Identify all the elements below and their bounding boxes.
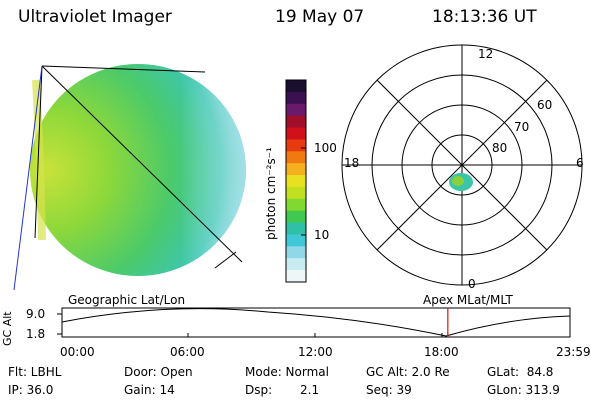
- colorbar-band: [286, 103, 306, 117]
- polar-plot: [341, 44, 583, 286]
- mlt-label-6: 6: [576, 156, 584, 170]
- colorbar-tick-10: 10: [314, 228, 330, 242]
- instrument-title: Ultraviolet Imager: [18, 7, 172, 27]
- dsp-value: 2.1: [300, 383, 320, 397]
- timeline-x-tick-1800: 18:00: [424, 345, 459, 359]
- timeline-y-title: GC Alt: [1, 311, 14, 346]
- door-status: Door: Open: [124, 365, 193, 379]
- lat-label-70: 70: [514, 120, 530, 134]
- timeline-x-tick-0600: 06:00: [170, 345, 205, 359]
- colorbar-band: [286, 246, 306, 259]
- filter-value: Flt: LBHL: [8, 365, 62, 379]
- timeline-y-tick-1-8: 1.8: [26, 327, 46, 341]
- colorbar-band: [286, 115, 306, 129]
- gc-alt-value: GC Alt: 2.0 Re: [366, 365, 450, 379]
- colorbar: [286, 80, 306, 283]
- colorbar-band: [286, 198, 306, 212]
- mlt-label-12: 12: [478, 47, 494, 61]
- colorbar-band: [286, 234, 306, 247]
- glat-value: GLat: 84.8: [487, 365, 554, 379]
- colorbar-band: [286, 186, 306, 200]
- glon-value: GLon: 313.9: [487, 383, 560, 397]
- seq-value: Seq: 39: [366, 383, 412, 397]
- colorbar-band: [286, 163, 306, 176]
- date-label: 19 May 07: [275, 7, 365, 27]
- colorbar-band: [286, 222, 306, 235]
- colorbar-band: [286, 80, 306, 93]
- colorbar-band: [286, 210, 306, 224]
- gain-value: Gain: 14: [124, 383, 175, 397]
- lat-label-60: 60: [537, 98, 553, 112]
- mlt-label-0: 0: [468, 277, 476, 291]
- colorbar-band: [286, 270, 306, 283]
- colorbar-unit-label: photon cm⁻²s⁻¹: [264, 147, 278, 240]
- timeline-x-tick-2359: 23:59: [556, 345, 591, 359]
- timeline-right-caption: Apex MLat/MLT: [423, 293, 513, 307]
- mlt-label-18: 18: [344, 156, 360, 170]
- colorbar-band: [286, 91, 306, 105]
- timeline-left-caption: Geographic Lat/Lon: [68, 293, 186, 307]
- lat-label-80: 80: [492, 141, 508, 155]
- earth-image: [30, 64, 246, 276]
- time-label: 18:13:36 UT: [432, 7, 537, 27]
- mode-value: Mode: Normal: [245, 365, 329, 379]
- timeline-y-tick-9: 9.0: [26, 307, 46, 321]
- polar-aurora-blob: [449, 173, 473, 191]
- colorbar-band: [286, 127, 306, 140]
- colorbar-band: [286, 258, 306, 271]
- timeline-plot: [57, 307, 571, 338]
- colorbar-band: [286, 139, 306, 152]
- timeline-x-tick-1200: 12:00: [298, 345, 333, 359]
- colorbar-band: [286, 151, 306, 164]
- colorbar-band: [286, 175, 306, 188]
- terminator-line: [13, 65, 43, 291]
- colorbar-tick-100: 100: [314, 141, 337, 155]
- timeline-x-tick-0000: 00:00: [60, 345, 95, 359]
- geo-grid-lines: [34, 65, 243, 269]
- ip-value: IP: 36.0: [8, 383, 54, 397]
- dsp-label: Dsp:: [245, 383, 273, 397]
